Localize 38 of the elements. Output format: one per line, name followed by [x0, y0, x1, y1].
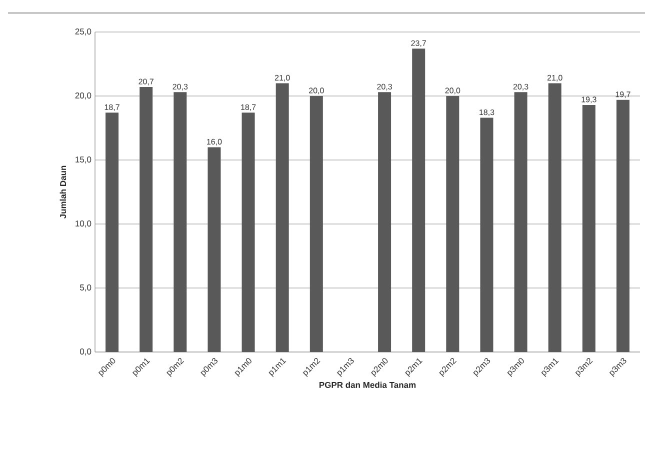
data-label: 21,0 [547, 74, 562, 82]
data-label: 19,3 [582, 96, 596, 104]
data-label: 16,0 [207, 138, 222, 146]
bar [446, 96, 460, 352]
data-label: 20,3 [377, 84, 392, 90]
bar [310, 96, 323, 352]
y-tick-label: 25,0 [75, 28, 92, 36]
data-label: 18,7 [241, 104, 256, 111]
y-tick-label: 20,0 [75, 92, 92, 100]
data-label: 23,7 [411, 40, 426, 47]
y-tick-label: 0,0 [80, 348, 92, 356]
bar [514, 92, 528, 352]
data-label: 18,3 [480, 109, 494, 116]
bar [548, 83, 562, 352]
bar [582, 104, 596, 352]
bar [378, 92, 392, 352]
bar [174, 92, 187, 352]
y-tick-label: 5,0 [80, 284, 92, 292]
bar [106, 112, 119, 352]
data-label: 18,7 [104, 104, 120, 111]
bar [480, 118, 494, 352]
data-label: 20,0 [445, 88, 460, 94]
data-label: 20,0 [309, 88, 324, 94]
data-label: 21,0 [274, 74, 290, 82]
x-axis-title: PGPR dan Media Tanam [320, 382, 416, 388]
y-axis-title: Jumlah Daun [60, 166, 66, 219]
y-tick-label: 10,0 [76, 220, 92, 228]
data-label: 20,7 [138, 78, 154, 86]
bar [242, 112, 255, 352]
y-tick-label: 15,0 [76, 156, 92, 164]
bar [140, 87, 153, 352]
bar [208, 147, 221, 352]
data-label: 20,3 [172, 84, 188, 90]
data-label: 19,7 [616, 92, 630, 98]
bar [412, 48, 426, 352]
bar [616, 100, 630, 352]
bar [276, 83, 289, 352]
data-label: 20,3 [513, 84, 528, 90]
